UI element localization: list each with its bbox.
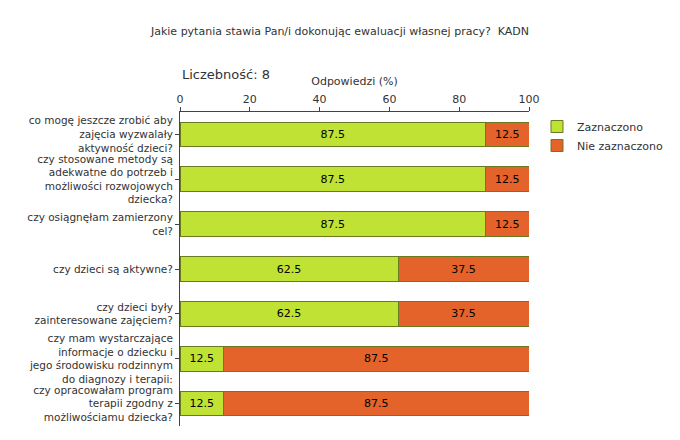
svg-text:12.5: 12.5 — [190, 397, 215, 410]
svg-text:co mogę jeszcze zrobić abyzaję: co mogę jeszcze zrobić abyzajęcia wyzwal… — [29, 114, 173, 153]
svg-text:czy stosowane metody sąadekwat: czy stosowane metody sąadekwatne do potr… — [37, 152, 173, 205]
svg-text:87.5: 87.5 — [364, 397, 389, 410]
svg-text:37.5: 37.5 — [451, 307, 476, 320]
svg-text:Jakie pytania stawia Pan/i dok: Jakie pytania stawia Pan/i dokonując ewa… — [150, 25, 529, 38]
svg-text:40: 40 — [313, 93, 327, 106]
svg-text:62.5: 62.5 — [277, 307, 302, 320]
svg-text:62.5: 62.5 — [277, 263, 302, 276]
svg-text:czy dzieci byłyzainteresowane: czy dzieci byłyzainteresowane zajęciem? — [35, 301, 173, 327]
svg-text:100: 100 — [519, 93, 540, 106]
svg-text:Zaznaczono: Zaznaczono — [577, 121, 643, 134]
svg-text:0: 0 — [177, 93, 184, 106]
svg-text:czy osiągnęłam zamierzonycel?: czy osiągnęłam zamierzonycel? — [27, 211, 173, 237]
svg-text:20: 20 — [243, 93, 257, 106]
svg-text:12.5: 12.5 — [495, 128, 520, 141]
svg-text:60: 60 — [382, 93, 396, 106]
svg-text:Liczebność: 8: Liczebność: 8 — [182, 67, 270, 82]
svg-text:37.5: 37.5 — [451, 263, 476, 276]
svg-text:Odpowiedzi (%): Odpowiedzi (%) — [311, 75, 398, 88]
svg-text:czy mam wystarczająceinformacj: czy mam wystarczająceinformacje o dzieck… — [29, 332, 173, 385]
svg-text:87.5: 87.5 — [320, 173, 345, 186]
svg-text:87.5: 87.5 — [364, 352, 389, 365]
svg-text:80: 80 — [452, 93, 466, 106]
svg-text:12.5: 12.5 — [190, 352, 215, 365]
svg-text:czy opracowałam programterapii: czy opracowałam programterapii zgodny zm… — [33, 384, 173, 423]
svg-text:Nie zaznaczono: Nie zaznaczono — [577, 140, 663, 153]
svg-text:czy dzieci są aktywne?: czy dzieci są aktywne? — [53, 263, 173, 275]
svg-text:12.5: 12.5 — [495, 218, 520, 231]
svg-text:87.5: 87.5 — [320, 128, 345, 141]
svg-text:12.5: 12.5 — [495, 173, 520, 186]
svg-text:87.5: 87.5 — [320, 218, 345, 231]
